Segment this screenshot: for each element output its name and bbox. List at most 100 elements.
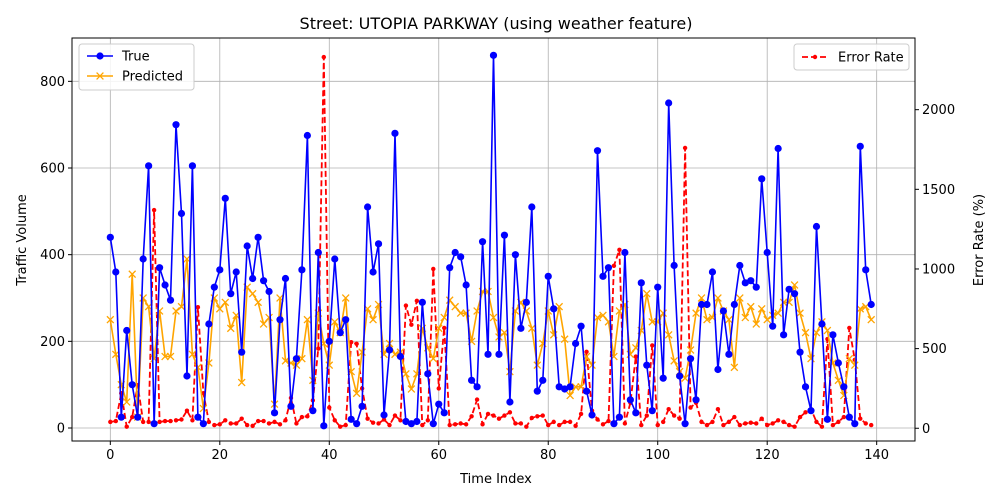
data-point-error-rate [113,418,118,424]
chart-title: Street: UTOPIA PARKWAY (using weather fe… [300,14,693,33]
data-point-true [259,277,268,285]
data-point-error-rate [223,418,228,423]
data-point-error-rate [305,414,310,419]
data-point-predicted [746,302,755,311]
data-point-error-rate [452,422,458,427]
data-point-error-rate [803,410,808,415]
data-point-predicted [122,398,131,406]
data-point-error-rate [770,421,775,426]
data-point-error-rate [327,405,332,410]
data-point-true [796,348,804,356]
data-point-true [478,238,487,246]
data-point-true [517,324,525,332]
data-point-predicted [823,326,832,335]
data-point-true [588,411,596,419]
data-point-error-rate [299,414,305,420]
data-point-true [708,268,717,276]
data-point-true [314,248,322,257]
data-point-error-rate [463,422,469,427]
data-point-true [385,346,394,354]
data-point-true [139,255,147,263]
data-point-error-rate [431,266,436,272]
data-point-error-rate [600,422,606,427]
data-point-error-rate [775,418,781,423]
data-point-error-rate [272,419,277,425]
x-tick-label: 40 [321,448,338,463]
data-point-error-rate [721,422,726,428]
data-point-predicted [697,294,706,302]
data-point-true [801,383,810,391]
data-point-error-rate [206,419,212,425]
data-point-predicted [254,298,262,307]
data-point-predicted [560,335,569,344]
data-point-predicted [265,313,273,322]
data-point-error-rate [704,422,710,428]
data-point-error-rate [403,303,409,308]
data-point-predicted [659,309,668,318]
data-point-error-rate [567,419,573,425]
data-point-error-rate [529,415,535,421]
data-point-true [703,300,711,309]
data-point-true [396,352,405,361]
y-tick-label: 800 [40,75,65,90]
data-point-error-rate [748,420,753,425]
data-point-true [818,320,826,328]
data-point-true [862,266,870,274]
data-point-error-rate [184,408,190,413]
data-point-error-rate [124,424,129,429]
y-tick-label: 400 [40,248,65,263]
data-point-true [489,51,498,59]
data-point-true [320,422,328,430]
legend-label: Predicted [122,70,183,85]
data-point-error-rate [348,340,354,345]
data-point-true [566,383,574,391]
data-point-true [292,355,301,363]
data-point-error-rate [677,416,682,421]
data-point-true [342,316,350,324]
y-tick-label: 0 [57,422,65,437]
data-point-true [473,383,481,391]
data-point-true [238,348,246,356]
y2-tick-label: 1500 [922,183,955,198]
data-point-true [347,415,355,423]
data-point-error-rate [469,414,474,419]
data-point-predicted [456,309,465,318]
data-point-true [697,300,706,309]
legend-item-true: True [87,50,150,65]
data-point-error-rate [584,349,589,354]
data-point-error-rate [442,325,447,331]
data-point-true [511,251,519,259]
data-point-predicted [714,294,722,302]
x-axis-title: Time Index [459,472,532,487]
data-point-true [380,411,388,419]
data-point-error-rate [617,247,622,253]
data-point-predicted [237,378,246,387]
data-point-true [123,326,131,335]
data-point-error-rate [732,414,737,420]
data-point-error-rate [409,322,414,327]
data-point-predicted [352,389,361,398]
data-point-true [418,298,426,306]
data-point-predicted [445,296,454,305]
data-point-predicted [642,289,651,298]
data-point-error-rate [660,419,666,425]
data-point-predicted [577,382,585,391]
data-point-true [106,233,114,241]
data-point-predicted [566,391,574,400]
data-point-error-rate [781,419,786,425]
y2-tick-label: 0 [922,422,930,437]
data-point-error-rate [261,418,266,424]
data-point-predicted [845,354,854,363]
data-point-predicted [527,324,536,333]
data-point-error-rate [754,421,759,426]
data-point-predicted [834,376,843,385]
data-point-true [867,300,875,309]
data-point-true [769,322,777,330]
legend-box [793,43,910,71]
x-tick-label: 80 [540,448,557,463]
data-point-error-rate [759,416,764,421]
data-point-true [730,300,738,309]
data-point-true [309,407,317,415]
data-point-predicted [757,304,766,313]
data-point-error-rate [502,413,507,418]
